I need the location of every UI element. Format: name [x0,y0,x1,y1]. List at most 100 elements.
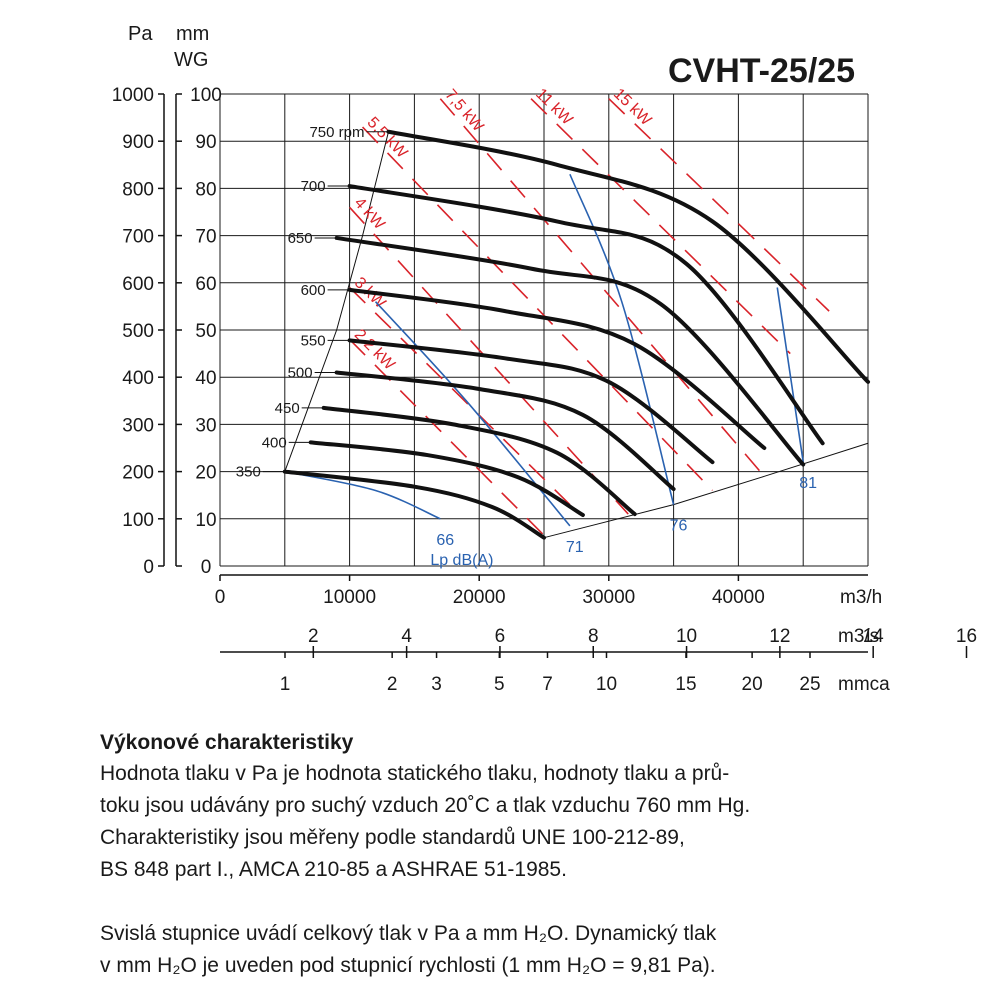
description-line-3: Charakteristiky jsou měřeny podle standa… [100,826,685,849]
noise-line-label: 71 [566,539,584,556]
rpm-label: 700 [301,178,326,195]
y-mm-tick-label: 30 [195,415,216,436]
x-mmca-tick-label: 2 [387,674,398,695]
x-m3s-tick-label: 10 [676,626,697,647]
x-mmca-tick-label: 7 [542,674,553,695]
x-m3h-tick-label: 20000 [453,587,506,608]
y-mm-tick-label: 100 [190,85,222,106]
y-pa-tick-label: 600 [122,274,154,295]
y-mm-tick-label: 90 [195,132,216,153]
x-m3s-tick-label: 12 [769,626,790,647]
noise-unit-label: Lp dB(A) [430,552,493,569]
x-m3h-tick-label: 10000 [323,587,376,608]
rpm-curve [347,184,825,446]
description-line-4: BS 848 part I., AMCA 210-85 a ASHRAE 51-… [100,858,567,881]
x-m3h-tick-label: 40000 [712,587,765,608]
rpm-label: 500 [288,364,313,381]
rpm-curve [347,338,715,465]
x-m3s-unit: m3/s [838,626,879,647]
y-pa-tick-label: 900 [122,132,154,153]
noise-line [776,287,804,463]
y-mm-tick-label: 20 [195,463,216,484]
axes: 1000900800700600500400300200100010090807… [112,85,977,695]
x-m3s-tick-label: 16 [956,626,977,647]
y-mm-tick-label: 10 [195,510,216,531]
y-axis-unit-mm: mm [176,23,209,45]
x-m3h-tick-label: 30000 [582,587,635,608]
noise-line-label: 66 [436,532,454,549]
power-line [361,126,714,492]
noise-line [374,301,571,527]
noise-line-label: 81 [799,475,817,492]
y-axis-unit-wg: WG [174,49,208,71]
fan-performance-chart: Pa mm WG CVHT-25/25 10009008007006005004… [112,23,977,695]
rpm-curve [308,440,585,518]
x-m3h-unit: m3/h [840,587,882,608]
rpm-curve [386,129,870,384]
power-lines: 2.2 kW3 kW4 kW5,5 kW7,5 kW 11 kW 15 kW [349,85,830,536]
power-line-label: 5,5 kW [364,114,411,162]
y-mm-tick-label: 60 [195,274,216,295]
rpm-label: 600 [301,282,326,299]
description-heading: Výkonové charakteristiky [100,731,354,754]
x-m3s-tick-label: 14 [863,626,885,647]
x-mmca-unit: mmca [838,674,890,695]
y-pa-tick-label: 100 [122,510,154,531]
rpm-curve [334,370,676,492]
rpm-curves [282,129,870,540]
rpm-label: 750 rpm [309,124,364,141]
power-line [530,98,791,355]
y-pa-tick-label: 400 [122,368,154,389]
y-pa-tick-label: 300 [122,415,154,436]
description-line-5: Svislá stupnice uvádí celkový tlak v Pa … [100,922,717,945]
x-mmca-tick-label: 3 [431,674,442,695]
x-m3s-tick-label: 4 [401,626,412,647]
rpm-curve [347,287,767,450]
rpm-label: 450 [275,400,300,417]
power-line [349,286,571,506]
y-pa-tick-label: 500 [122,321,154,342]
rpm-curve [282,469,546,540]
noise-line [569,173,675,505]
y-pa-tick-label: 700 [122,227,154,248]
x-mmca-tick-label: 10 [596,674,617,695]
description-line-2: toku jsou udávány pro suchý vzduch 20˚C … [100,794,751,817]
surge-boundary-line [284,131,389,472]
x-mmca-tick-label: 20 [742,674,763,695]
x-m3s-tick-label: 2 [308,626,319,647]
y-mm-tick-label: 0 [201,557,212,578]
y-mm-tick-label: 70 [195,227,216,248]
noise-lines: 66 71 76 81 Lp dB(A) [284,173,817,569]
power-line-label: 2.2 kW [351,326,399,374]
x-mmca-tick-label: 15 [675,674,696,695]
x-m3h-tick-label: 0 [215,587,226,608]
y-pa-tick-label: 200 [122,463,154,484]
rpm-label: 350 [236,464,261,481]
noise-line-label: 76 [670,518,688,535]
operating-limit-line [543,442,869,539]
description-line-1: Hodnota tlaku v Pa je hodnota statického… [100,762,730,785]
y-mm-tick-label: 40 [195,368,216,389]
rpm-label: 400 [262,434,287,451]
x-mmca-tick-label: 1 [280,674,291,695]
power-line [608,98,830,312]
rpm-label: 550 [301,332,326,349]
power-line [349,338,545,536]
x-m3s-tick-label: 8 [588,626,599,647]
y-pa-tick-label: 0 [143,557,154,578]
y-mm-tick-label: 50 [195,321,216,342]
description-block: Výkonové charakteristiky Hodnota tlaku v… [100,728,960,982]
power-line [439,98,765,477]
rpm-curve [334,235,806,467]
rpm-label: 650 [288,230,313,247]
y-mm-tick-label: 80 [195,179,216,200]
paragraph-gap [100,886,960,918]
grid [219,93,869,567]
chart-title: CVHT-25/25 [668,52,855,90]
y-pa-tick-label: 1000 [112,85,154,106]
x-m3s-tick-label: 6 [495,626,506,647]
x-mmca-tick-label: 25 [799,674,820,695]
description-line-6: v mm H₂O je uveden pod stupnicí rychlost… [100,954,716,977]
power-line [349,206,629,515]
